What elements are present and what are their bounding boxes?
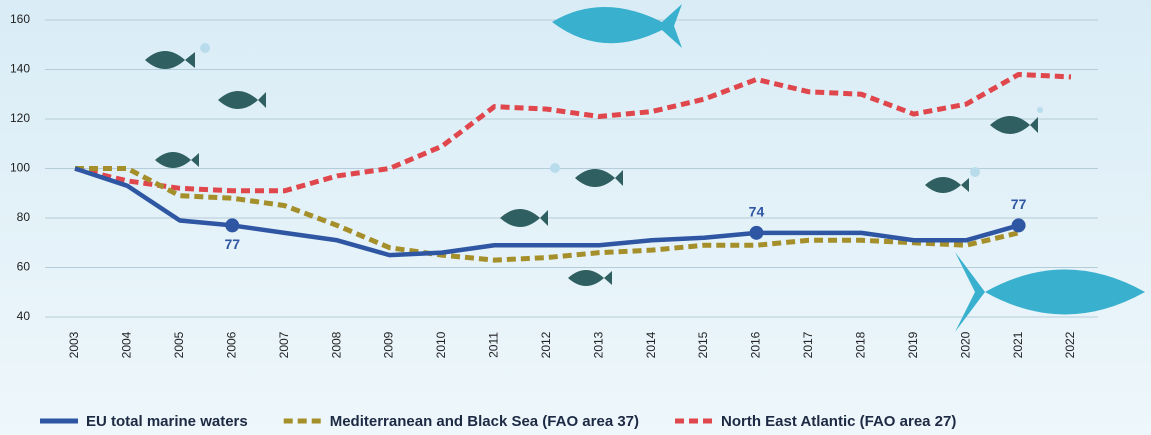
point-marker bbox=[749, 225, 764, 240]
y-tick-label: 140 bbox=[10, 62, 30, 76]
x-tick-label: 2010 bbox=[434, 331, 448, 358]
x-tick-label: 2009 bbox=[382, 331, 396, 358]
x-tick-label: 2014 bbox=[644, 331, 658, 358]
x-tick-label: 2021 bbox=[1011, 331, 1025, 358]
x-tick-label: 2020 bbox=[958, 331, 972, 358]
legend-label: EU total marine waters bbox=[86, 413, 248, 430]
x-tick-label: 2017 bbox=[801, 331, 815, 358]
legend-label: North East Atlantic (FAO area 27) bbox=[721, 413, 956, 430]
x-tick-label: 2011 bbox=[487, 332, 501, 358]
decoration bbox=[145, 4, 1145, 332]
point-marker bbox=[1011, 218, 1026, 233]
x-tick-label: 2006 bbox=[224, 331, 238, 358]
x-tick-label: 2016 bbox=[749, 331, 763, 358]
x-tick-label: 2003 bbox=[67, 331, 81, 358]
value-label: 77 bbox=[1011, 196, 1027, 212]
value-label: 77 bbox=[224, 236, 240, 252]
series-line bbox=[75, 166, 1020, 263]
x-tick-label: 2022 bbox=[1063, 331, 1077, 358]
series-line bbox=[74, 71, 1072, 194]
y-tick-label: 160 bbox=[10, 12, 30, 26]
y-tick-label: 80 bbox=[17, 210, 31, 224]
point-marker bbox=[225, 218, 240, 233]
x-tick-label: 2005 bbox=[172, 331, 186, 358]
x-tick-label: 2019 bbox=[906, 331, 920, 358]
value-label: 74 bbox=[749, 204, 765, 220]
legend-label: Mediterranean and Black Sea (FAO area 37… bbox=[330, 413, 639, 430]
x-tick-label: 2015 bbox=[696, 331, 710, 358]
x-tick-label: 2004 bbox=[120, 331, 134, 358]
y-tick-label: 60 bbox=[17, 260, 31, 274]
x-tick-label: 2012 bbox=[539, 331, 553, 358]
y-tick-label: 40 bbox=[17, 309, 31, 323]
x-tick-label: 2008 bbox=[329, 331, 343, 358]
x-tick-label: 2007 bbox=[277, 331, 291, 358]
x-tick-label: 2013 bbox=[591, 331, 605, 358]
y-tick-label: 100 bbox=[10, 161, 30, 175]
x-tick-label: 2018 bbox=[853, 331, 867, 358]
y-tick-label: 120 bbox=[10, 111, 30, 125]
